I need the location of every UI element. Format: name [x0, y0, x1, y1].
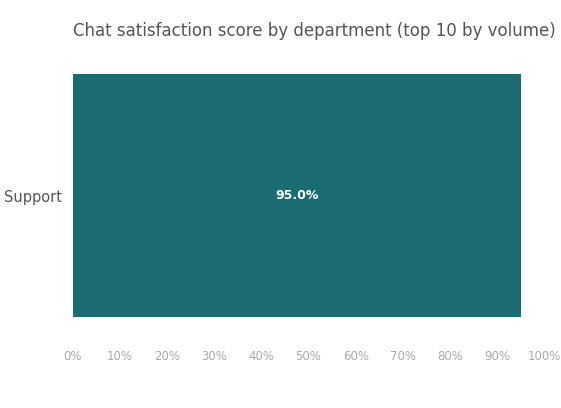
Text: 95.0%: 95.0%	[275, 189, 319, 202]
Text: Chat satisfaction score by department (top 10 by volume): Chat satisfaction score by department (t…	[73, 22, 556, 40]
Bar	[73, 75, 521, 317]
